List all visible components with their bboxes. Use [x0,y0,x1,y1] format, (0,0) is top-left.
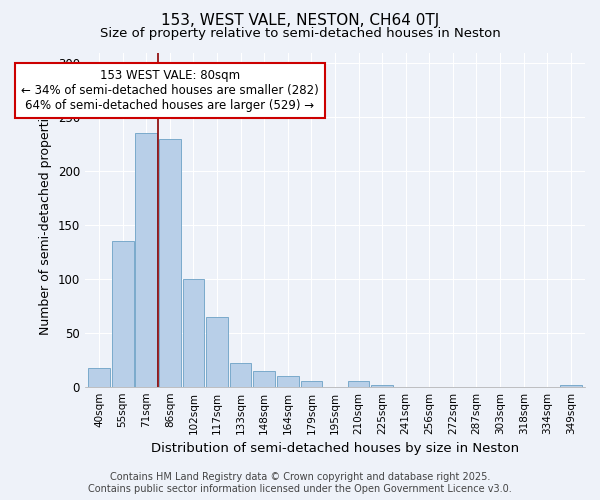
Text: 153, WEST VALE, NESTON, CH64 0TJ: 153, WEST VALE, NESTON, CH64 0TJ [161,12,439,28]
Bar [159,138,181,386]
Bar [136,134,157,386]
Bar [230,363,251,386]
Text: 153 WEST VALE: 80sqm
← 34% of semi-detached houses are smaller (282)
64% of semi: 153 WEST VALE: 80sqm ← 34% of semi-detac… [21,68,319,112]
Y-axis label: Number of semi-detached properties: Number of semi-detached properties [39,104,52,336]
Text: Size of property relative to semi-detached houses in Neston: Size of property relative to semi-detach… [100,28,500,40]
X-axis label: Distribution of semi-detached houses by size in Neston: Distribution of semi-detached houses by … [151,442,519,455]
Bar [112,241,134,386]
Bar [277,376,299,386]
Bar [182,279,204,386]
Bar [253,370,275,386]
Bar [88,368,110,386]
Bar [560,384,581,386]
Bar [301,382,322,386]
Bar [347,382,370,386]
Bar [206,316,228,386]
Bar [371,384,393,386]
Text: Contains HM Land Registry data © Crown copyright and database right 2025.
Contai: Contains HM Land Registry data © Crown c… [88,472,512,494]
